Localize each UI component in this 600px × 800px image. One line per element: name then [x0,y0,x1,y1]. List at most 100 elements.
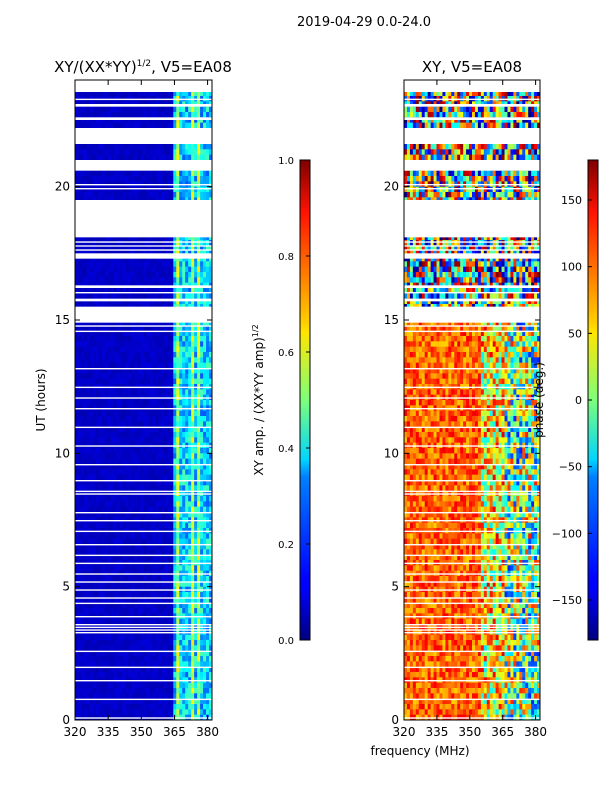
heatmap-cell [176,592,180,598]
heatmap-cell [77,256,82,262]
heatmap-cell [170,240,174,246]
heatmap-cell [125,154,130,161]
heatmap-cell [170,288,174,294]
heatmap-cell [161,106,165,113]
heatmap-cell [95,400,100,406]
heatmap-cell [143,416,147,422]
heatmap-cell [137,634,141,641]
heatmap-cell [104,149,109,156]
heatmap-cell [143,186,147,193]
heatmap-cell [170,645,174,652]
heatmap-cell [107,368,112,374]
heatmap-cell [206,266,210,273]
heatmap-cell [173,341,177,348]
heatmap-cell [134,410,138,417]
heatmap-cell [170,549,174,556]
heatmap-cell [143,288,147,294]
heatmap-cell [167,266,171,273]
heatmap-cell [176,634,180,641]
heatmap-cell [110,400,115,406]
heatmap-cell [185,106,189,113]
heatmap-cell [131,506,135,513]
heatmap-cell [164,170,168,177]
heatmap-cell [191,485,195,492]
heatmap-cell [83,154,88,161]
heatmap-cell [173,432,177,438]
heatmap-cell [116,458,121,465]
heatmap-cell [134,288,138,294]
heatmap-cell [134,90,138,97]
heatmap-cell [107,106,112,113]
heatmap-cell [209,240,213,246]
heatmap-cell [107,245,112,252]
heatmap-cell [98,501,103,508]
heatmap-cell [83,474,88,481]
heatmap-cell [107,117,112,124]
heatmap-cell [194,240,198,246]
heatmap-cell [197,293,201,300]
heatmap-cell [155,554,159,561]
heatmap-cell [75,544,79,550]
heatmap-cell [104,522,109,529]
heatmap-cell [98,597,103,604]
heatmap-cell [98,368,103,374]
heatmap-cell [164,362,168,369]
heatmap-cell [161,426,165,433]
heatmap-cell [140,592,144,598]
heatmap-cell [152,458,156,465]
heatmap-cell [185,597,189,604]
heatmap-cell [203,325,207,332]
heatmap-cell [188,170,192,177]
heatmap-cell [176,277,180,284]
heatmap-cell [77,352,82,358]
heatmap-cell [86,522,91,529]
heatmap-cell [191,117,195,124]
heatmap-cell [80,549,85,556]
heatmap-cell [83,464,88,470]
heatmap-cell [185,554,189,561]
heatmap-cell [191,432,195,438]
heatmap-cell [122,357,127,364]
heatmap-cell [107,650,112,657]
heatmap-cell [173,544,177,550]
heatmap-cell [173,122,177,129]
heatmap-cell [134,512,138,518]
heatmap-cell [98,186,103,193]
heatmap-cell [191,149,195,156]
heatmap-cell [200,90,204,97]
heatmap-cell [80,650,85,657]
heatmap-cell [101,325,106,332]
heatmap-cell [89,602,94,609]
heatmap-cell [179,533,183,540]
heatmap-cell [101,176,106,182]
heatmap-cell [125,496,130,502]
heatmap-cell [98,170,103,177]
heatmap-cell [146,389,150,396]
heatmap-cell [143,522,147,529]
heatmap-cell [164,533,168,540]
heatmap-cell [149,496,153,502]
heatmap-cell [98,288,103,294]
heatmap-cell [167,416,171,422]
heatmap-cell [131,544,135,550]
heatmap-cell [149,389,153,396]
heatmap-cell [155,602,159,609]
heatmap-cell [209,565,213,572]
heatmap-cell [80,581,85,588]
heatmap-cell [104,186,109,193]
heatmap-cell [83,144,88,150]
heatmap-cell [86,266,91,273]
heatmap-cell [134,389,138,396]
heatmap-cell [209,256,213,262]
heatmap-cell [158,170,162,177]
heatmap-cell [173,448,177,454]
heatmap-cell [113,176,118,182]
heatmap-cell [101,576,106,582]
heatmap-cell [209,357,213,364]
heatmap-cell [131,480,135,486]
heatmap-cell [143,266,147,273]
heatmap-cell [161,378,165,385]
heatmap-cell [158,320,162,326]
heatmap-cell [89,469,94,476]
heatmap-cell [149,325,153,332]
